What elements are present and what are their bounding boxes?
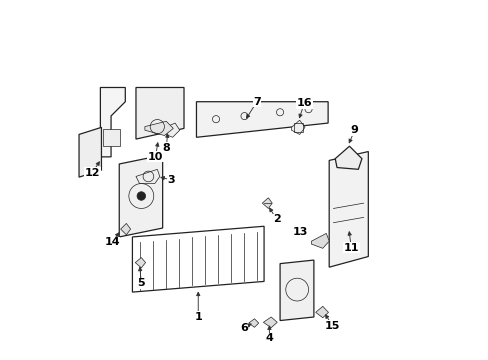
Polygon shape [291, 120, 305, 134]
Text: 7: 7 [253, 97, 260, 107]
Text: 16: 16 [296, 99, 311, 108]
Circle shape [137, 192, 145, 200]
Text: 4: 4 [265, 333, 273, 343]
Text: 10: 10 [147, 152, 163, 162]
Polygon shape [144, 121, 173, 135]
Text: 5: 5 [137, 278, 145, 288]
Text: 3: 3 [167, 175, 175, 185]
Polygon shape [328, 152, 367, 267]
Polygon shape [136, 169, 160, 184]
Polygon shape [262, 198, 272, 208]
Polygon shape [135, 257, 145, 268]
Polygon shape [248, 319, 258, 327]
Polygon shape [157, 123, 180, 137]
Text: 14: 14 [104, 237, 120, 247]
Text: 11: 11 [343, 243, 358, 253]
Text: 12: 12 [84, 168, 100, 178]
Polygon shape [100, 87, 125, 157]
Polygon shape [136, 87, 183, 139]
Polygon shape [315, 306, 328, 318]
Polygon shape [121, 224, 130, 235]
Text: 9: 9 [350, 125, 358, 135]
Polygon shape [79, 127, 101, 177]
Text: 2: 2 [272, 214, 280, 224]
Polygon shape [311, 233, 328, 248]
Polygon shape [280, 260, 313, 320]
Text: 1: 1 [194, 312, 202, 322]
FancyBboxPatch shape [103, 129, 120, 146]
Text: 13: 13 [292, 226, 308, 237]
Polygon shape [263, 317, 277, 328]
Polygon shape [132, 226, 264, 292]
Polygon shape [196, 102, 327, 137]
Text: 8: 8 [162, 143, 170, 153]
Polygon shape [335, 146, 361, 169]
Text: 15: 15 [325, 321, 340, 331]
Polygon shape [119, 155, 163, 237]
Text: 6: 6 [239, 323, 247, 333]
